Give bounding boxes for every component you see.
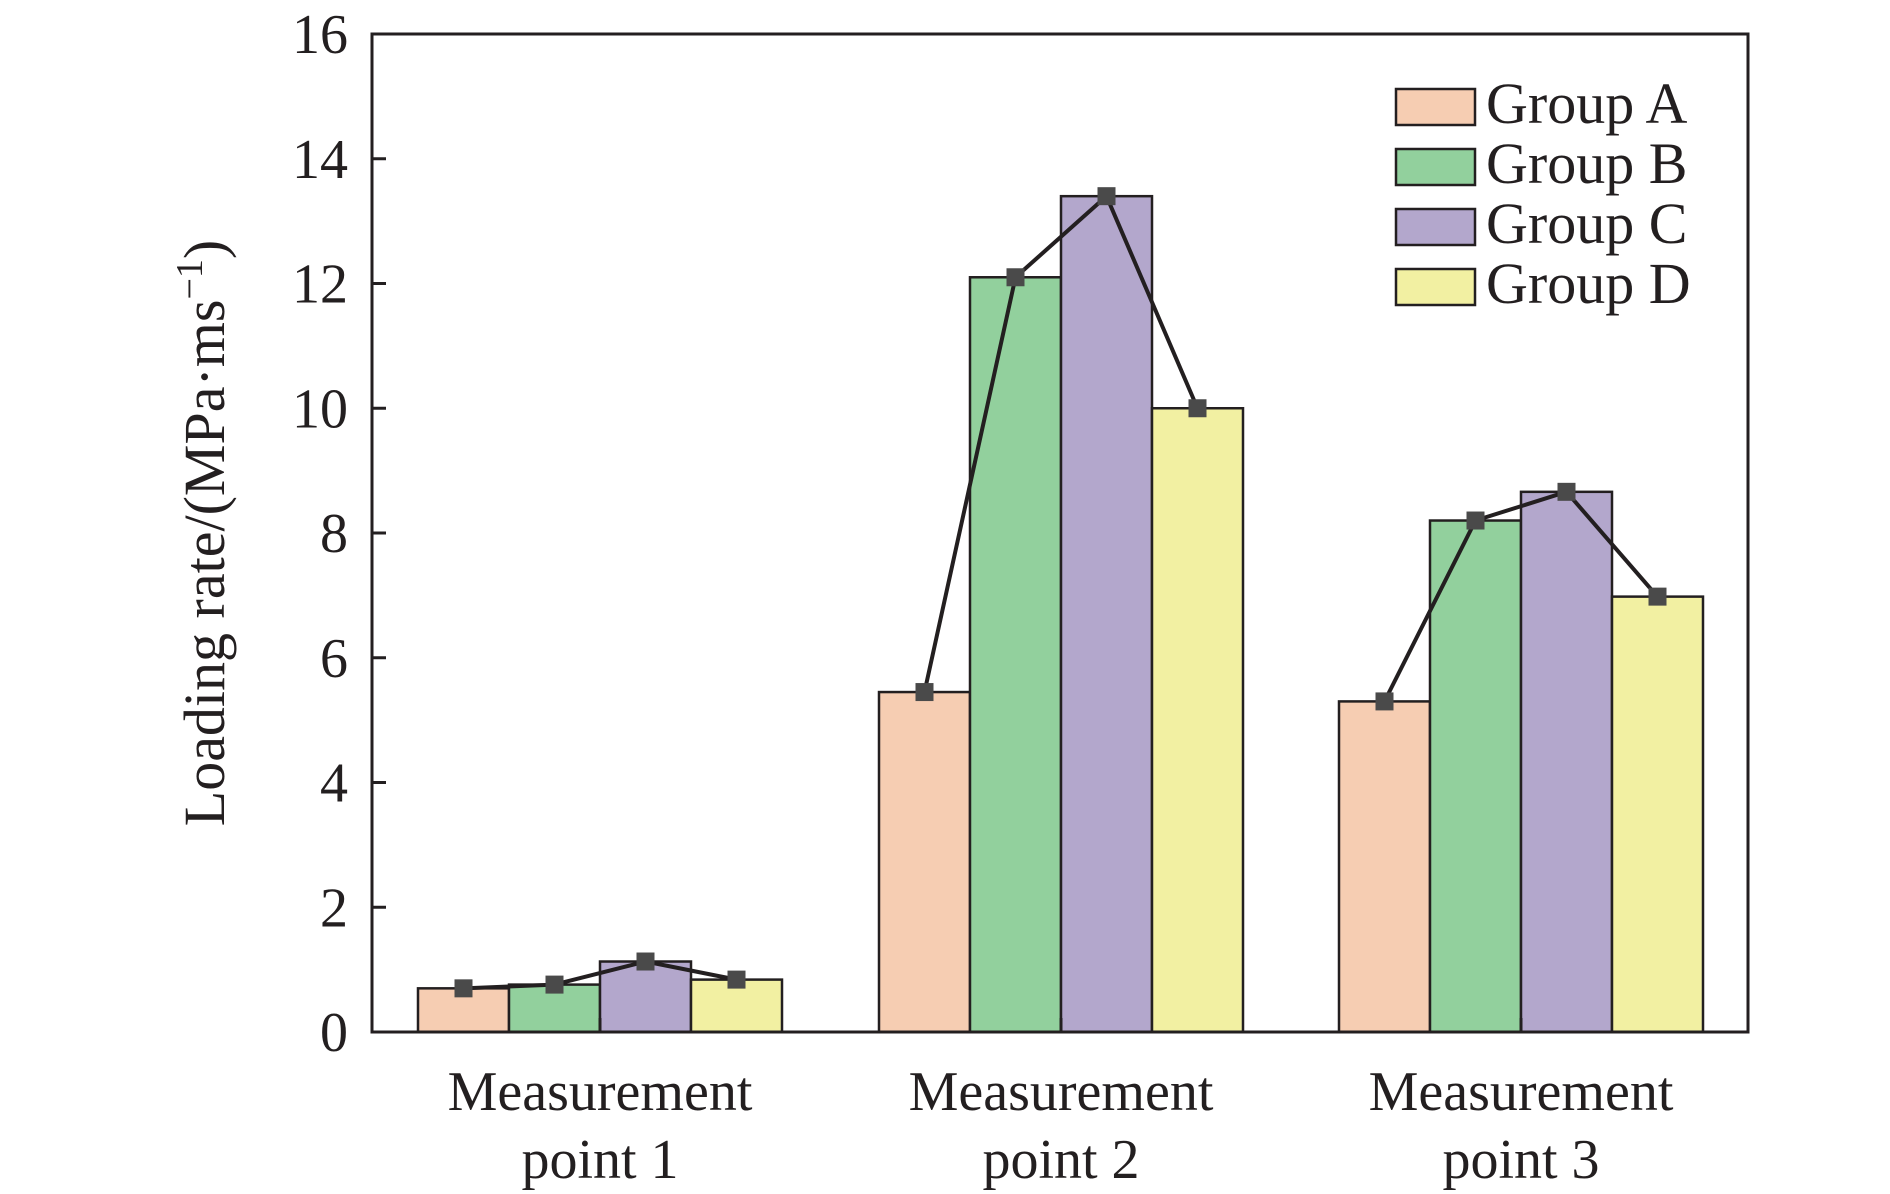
y-tick-label: 0 xyxy=(320,1002,348,1064)
trend-line-point-3 xyxy=(1382,489,1660,703)
legend-swatch-group-d xyxy=(1394,267,1477,307)
trend-lines-layer xyxy=(454,187,1667,998)
bar-group-c-point-1 xyxy=(598,960,693,1034)
y-tick-label: 10 xyxy=(292,378,348,440)
y-tick-label: 6 xyxy=(320,628,348,690)
bar-group-b-point-3 xyxy=(1428,519,1523,1034)
legend-swatch-group-c xyxy=(1394,207,1477,247)
y-axis-title-suffix: ) xyxy=(172,240,237,259)
marker-group-b-point-3 xyxy=(1466,511,1485,530)
bar-group-b-point-2 xyxy=(968,276,1063,1034)
y-axis-ticks: 0 2 4 6 8 10 12 14 16 xyxy=(292,4,386,1064)
legend-swatch-group-b xyxy=(1394,147,1477,187)
legend-label-group-b: Group B xyxy=(1486,131,1687,196)
y-tick-label: 14 xyxy=(292,129,348,191)
marker-group-a-point-2 xyxy=(915,683,934,702)
x-tick-label: point 2 xyxy=(982,1129,1139,1191)
legend-swatch-group-a xyxy=(1394,87,1477,127)
bar-group-d-point-2 xyxy=(1150,407,1245,1034)
trend-line-point-1 xyxy=(463,959,737,991)
y-tick-label: 16 xyxy=(292,4,348,66)
trend-line-point-2 xyxy=(922,194,1200,693)
y-axis-title-superscript: −1 xyxy=(169,259,211,299)
marker-group-d-point-3 xyxy=(1648,587,1667,606)
bars-layer xyxy=(416,194,1705,1034)
legend-label-group-d: Group D xyxy=(1486,251,1691,316)
y-tick-label: 8 xyxy=(320,503,348,565)
x-tick-label: point 3 xyxy=(1442,1129,1599,1191)
marker-group-c-point-3 xyxy=(1557,482,1576,501)
marker-group-d-point-1 xyxy=(727,970,746,989)
y-axis-title: Loading rate/(MPa·ms−1) xyxy=(169,240,237,826)
x-tick-label: Measurement xyxy=(909,1061,1214,1123)
y-axis-title-main: Loading rate/(MPa·ms xyxy=(172,300,237,827)
bar-group-c-point-3 xyxy=(1519,490,1614,1034)
y-tick-label: 4 xyxy=(320,753,348,815)
marker-group-b-point-2 xyxy=(1006,268,1025,287)
y-tick-label: 2 xyxy=(320,877,348,939)
x-tick-label: Measurement xyxy=(448,1061,753,1123)
bar-group-c-point-2 xyxy=(1059,194,1154,1034)
y-tick-label: 12 xyxy=(292,254,348,316)
marker-group-d-point-2 xyxy=(1188,399,1207,418)
marker-group-b-point-1 xyxy=(545,975,564,994)
marker-group-a-point-3 xyxy=(1375,692,1394,711)
x-tick-label: point 1 xyxy=(521,1129,678,1191)
x-tick-label: Measurement xyxy=(1369,1061,1674,1123)
legend-label-group-c: Group C xyxy=(1486,191,1687,256)
marker-group-c-point-1 xyxy=(636,952,655,971)
marker-group-c-point-2 xyxy=(1097,187,1116,206)
marker-group-a-point-1 xyxy=(454,979,473,998)
bar-group-a-point-2 xyxy=(877,690,972,1034)
legend-label-group-a: Group A xyxy=(1486,71,1688,136)
bar-group-d-point-3 xyxy=(1610,595,1705,1034)
bar-group-a-point-3 xyxy=(1337,700,1432,1034)
